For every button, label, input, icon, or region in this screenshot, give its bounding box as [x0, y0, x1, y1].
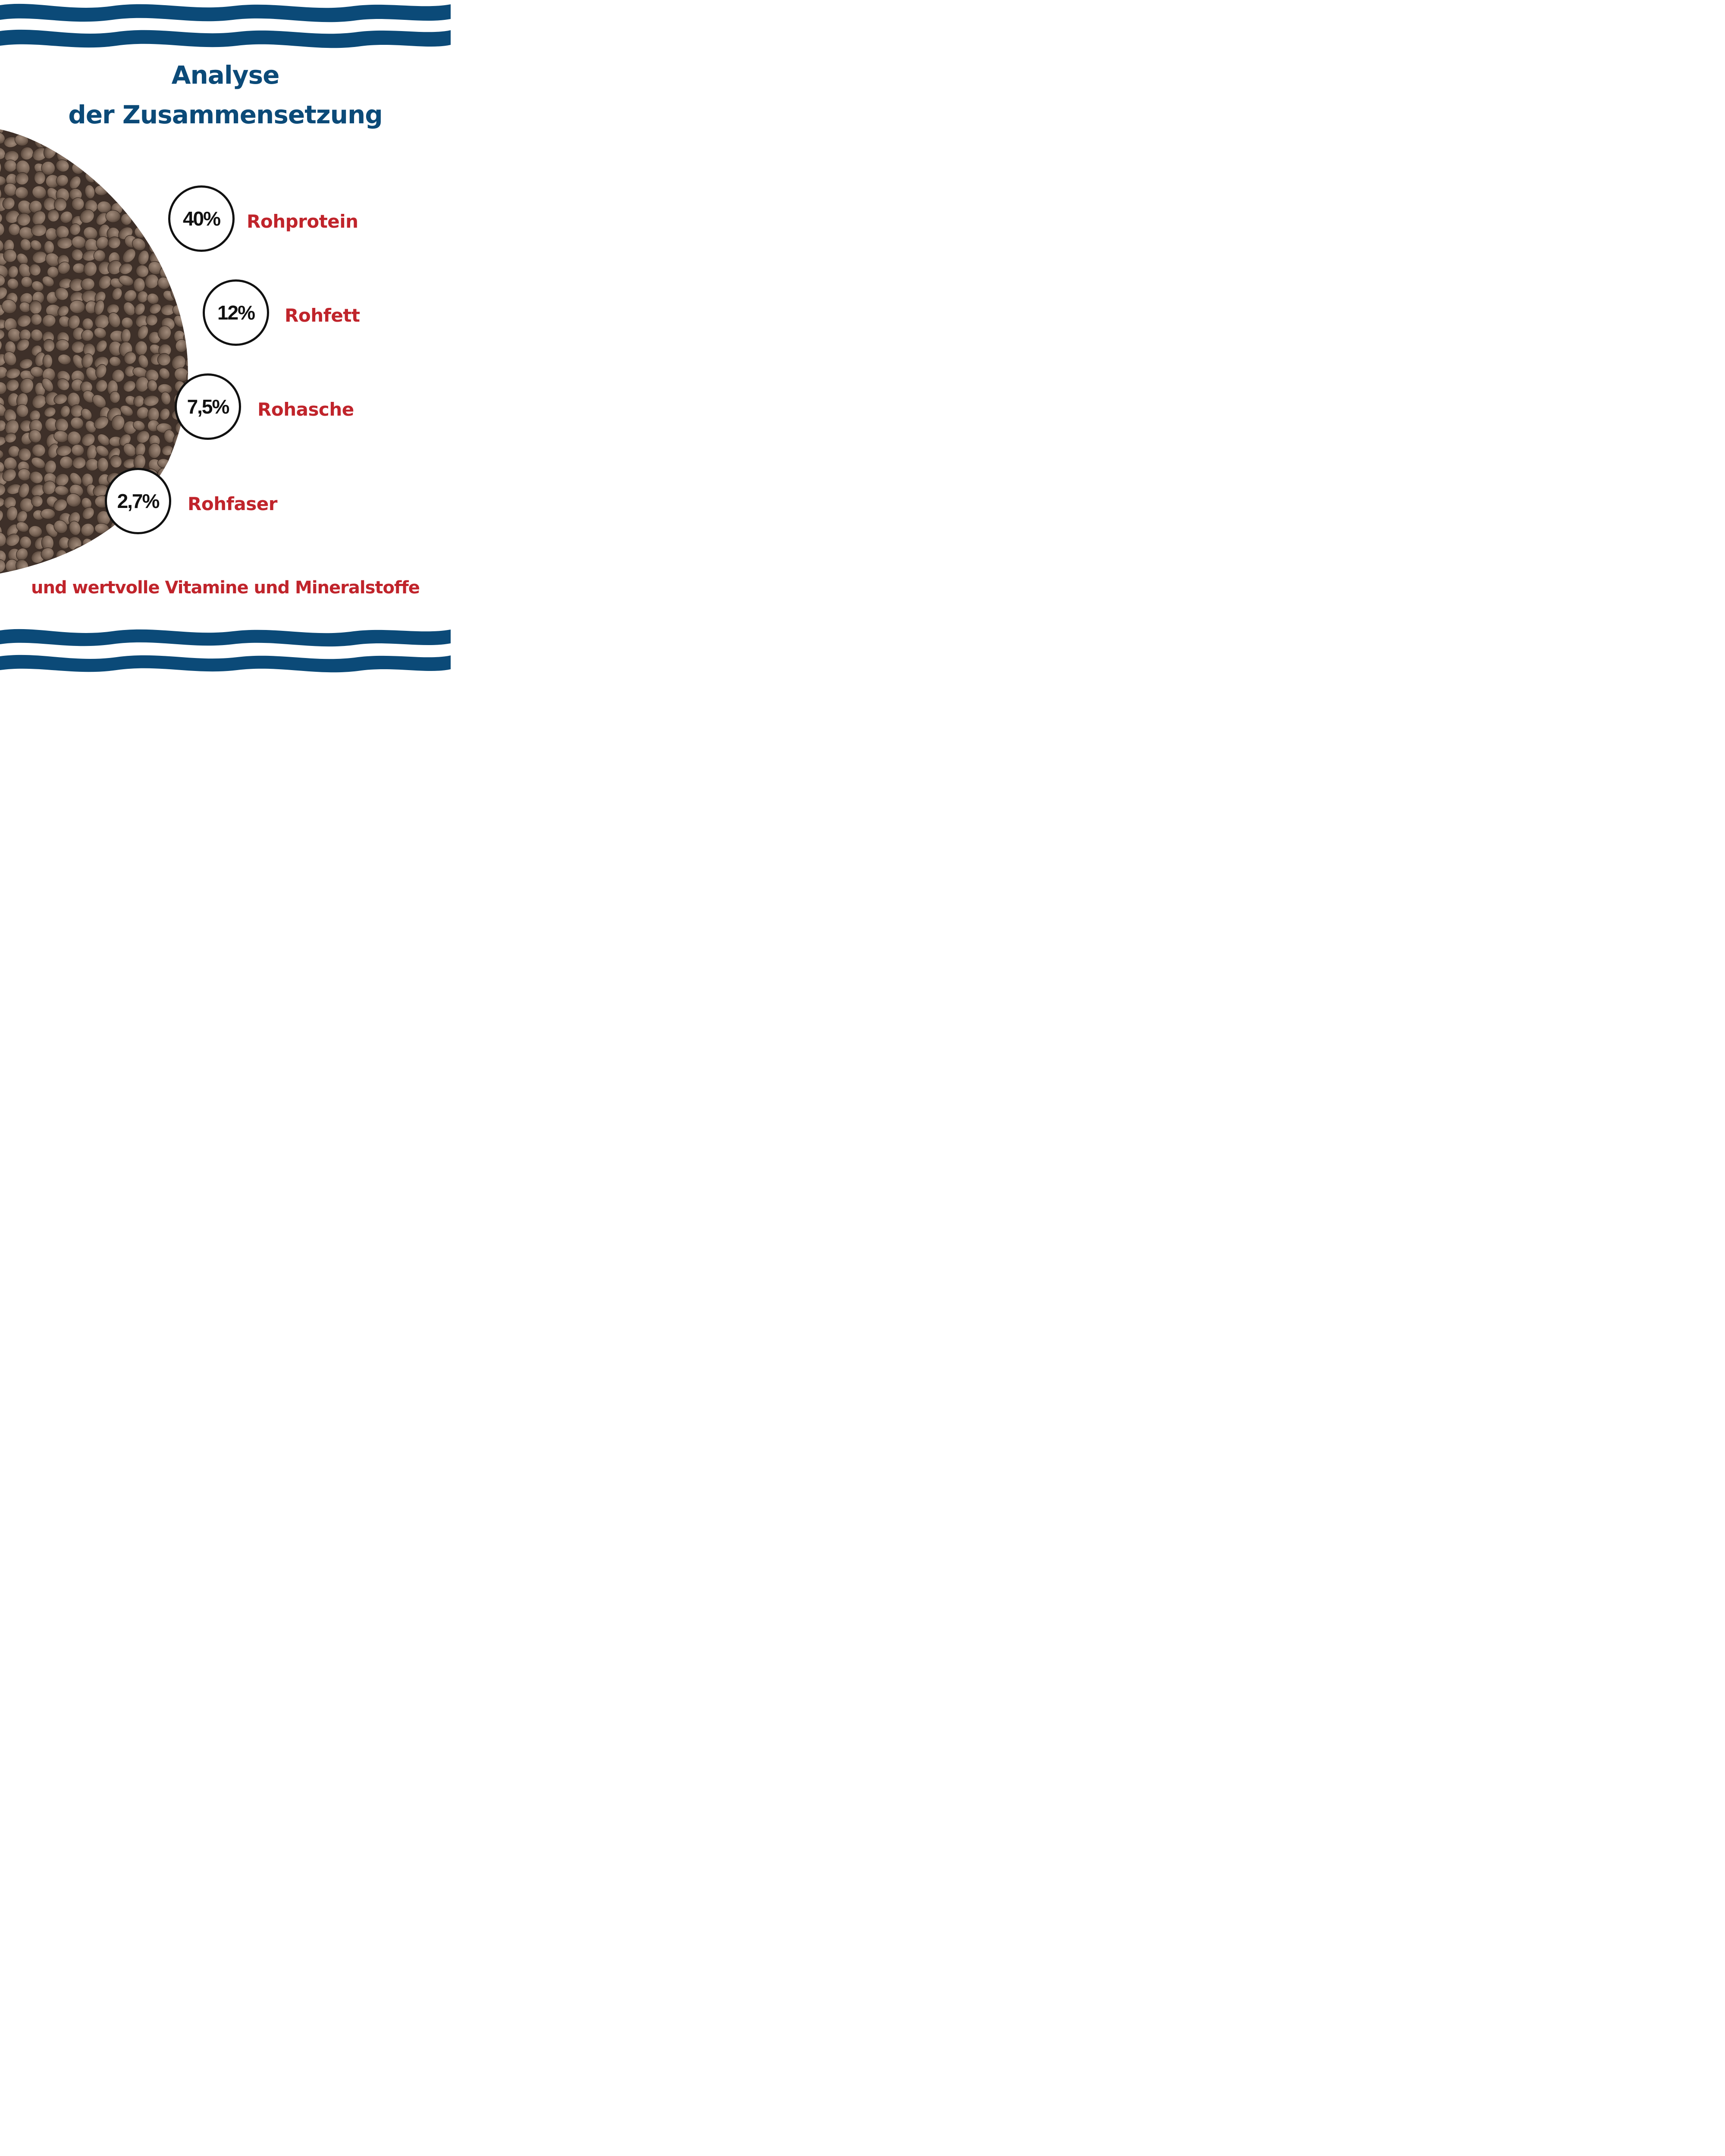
stat-value-fiber: 2,7% [117, 490, 160, 512]
stat-value-fat: 12% [217, 301, 255, 324]
stat-label-protein: Rohprotein [247, 211, 358, 232]
footer-note: und wertvolle Vitamine und Mineralstoffe [31, 578, 420, 598]
page-title-line-2: der Zusammensetzung [68, 100, 383, 129]
stat-circle-fat: 12% [203, 279, 269, 346]
stat-label-fat: Rohfett [285, 305, 360, 326]
fish-pellets-image [0, 129, 188, 573]
stat-label-ash: Rohasche [257, 399, 354, 420]
stat-circle-fiber: 2,7% [105, 468, 171, 534]
page-title-line-1: Analyse [171, 60, 280, 90]
stat-circle-protein: 40% [168, 185, 235, 252]
bottom-wave-decoration [0, 629, 451, 673]
top-wave-decoration [0, 3, 451, 48]
stat-value-protein: 40% [182, 207, 221, 230]
stat-value-ash: 7,5% [187, 395, 230, 418]
stat-circle-ash: 7,5% [175, 373, 241, 440]
stat-label-fiber: Rohfaser [188, 493, 277, 514]
